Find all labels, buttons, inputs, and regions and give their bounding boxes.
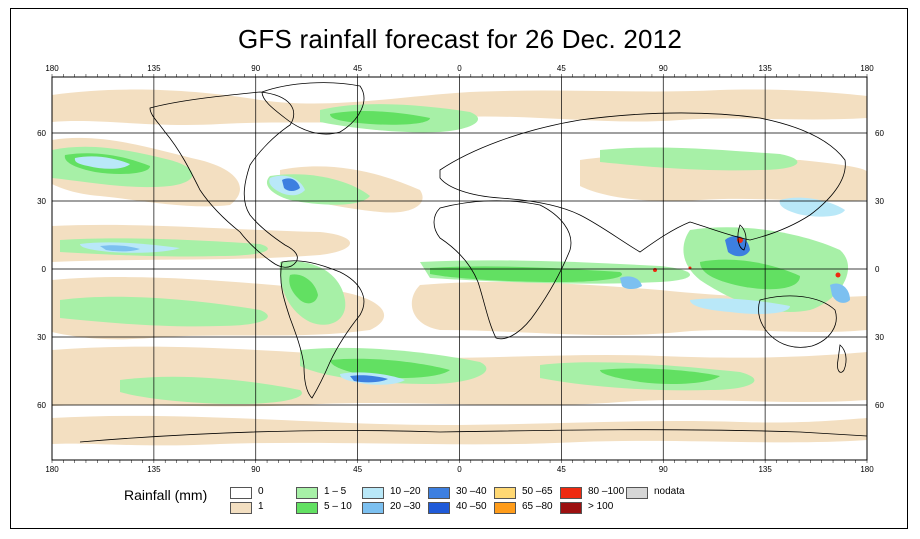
legend-title: Rainfall (mm) — [124, 487, 208, 503]
lat-label-left: 30 — [37, 197, 46, 206]
new-zealand-outline — [837, 344, 847, 373]
lon-label-top: 45 — [557, 64, 566, 73]
lon-label-top: 45 — [353, 64, 362, 73]
africa-outline — [433, 200, 572, 340]
legend-swatch — [296, 502, 318, 514]
legend-label: 5 – 10 — [324, 501, 352, 512]
figure-frame — [10, 8, 908, 529]
legend-label: > 100 — [588, 501, 614, 512]
lon-label-top: 135 — [147, 64, 161, 73]
north-america-outline — [149, 91, 298, 268]
lon-label-bottom: 180 — [45, 465, 59, 474]
map-title: GFS rainfall forecast for 26 Dec. 2012 — [237, 24, 683, 54]
legend-swatch — [296, 487, 318, 499]
lon-label-top: 135 — [758, 64, 772, 73]
lat-label-left: 60 — [37, 401, 46, 410]
legend-swatch — [626, 487, 648, 499]
lon-label-bottom: 135 — [147, 465, 161, 474]
legend-label: 0 — [258, 486, 264, 497]
rain-20-40-areas — [100, 178, 850, 383]
legend-swatch — [428, 502, 450, 514]
legend-swatch — [560, 487, 582, 499]
lon-label-top: 90 — [659, 64, 668, 73]
legend-swatch — [362, 487, 384, 499]
latitude-labels-left: 60 30 0 30 60 — [37, 129, 46, 410]
legend-label: 65 –80 — [522, 501, 553, 512]
lon-label-top: 180 — [860, 64, 874, 73]
eurasia-outline — [439, 112, 846, 253]
philippines-outline — [737, 224, 747, 251]
lon-label-top: 90 — [251, 64, 260, 73]
latitude-labels-right: 60 30 0 30 60 — [875, 129, 884, 410]
lat-label-left: 60 — [37, 129, 46, 138]
legend-label: 20 –30 — [390, 501, 421, 512]
legend-label: 30 –40 — [456, 486, 487, 497]
lat-label-left: 0 — [42, 265, 47, 274]
legend-label: 10 –20 — [390, 486, 421, 497]
legend-label: 80 –100 — [588, 486, 625, 497]
legend-swatch — [362, 502, 384, 514]
legend-swatch — [428, 487, 450, 499]
lat-label-right: 30 — [875, 197, 884, 206]
legend-label: 1 – 5 — [324, 486, 347, 497]
lat-label-left: 30 — [37, 333, 46, 342]
greenland-outline — [261, 82, 365, 135]
legend-label: 50 –65 — [522, 486, 553, 497]
lon-label-top: 0 — [457, 64, 462, 73]
legend-swatch — [494, 487, 516, 499]
lon-label-bottom: 0 — [457, 465, 462, 474]
lat-label-right: 30 — [875, 333, 884, 342]
map-border — [51, 76, 868, 461]
lon-label-top: 180 — [45, 64, 59, 73]
longitude-labels-bottom: 180 135 90 45 0 45 90 135 180 — [45, 465, 874, 474]
legend-swatch — [230, 502, 252, 514]
lat-label-right: 60 — [875, 401, 884, 410]
lon-label-bottom: 45 — [557, 465, 566, 474]
longitude-labels-top: 180 135 90 45 0 45 90 135 180 — [45, 64, 874, 73]
legend-swatch — [230, 487, 252, 499]
lon-label-bottom: 180 — [860, 465, 874, 474]
australia-outline — [758, 295, 837, 348]
antarctica-outline — [79, 429, 867, 443]
graticule — [51, 74, 868, 463]
lat-label-right: 0 — [875, 265, 880, 274]
lat-label-right: 60 — [875, 129, 884, 138]
lon-label-bottom: 45 — [353, 465, 362, 474]
coastlines — [79, 82, 867, 443]
legend-label: nodata — [654, 486, 685, 497]
lon-label-bottom: 135 — [758, 465, 772, 474]
lon-label-bottom: 90 — [659, 465, 668, 474]
south-america-outline — [280, 260, 365, 399]
legend-label: 40 –50 — [456, 501, 487, 512]
legend-label: 1 — [258, 501, 264, 512]
legend-swatch — [494, 502, 516, 514]
lon-label-bottom: 90 — [251, 465, 260, 474]
legend-swatch — [560, 502, 582, 514]
